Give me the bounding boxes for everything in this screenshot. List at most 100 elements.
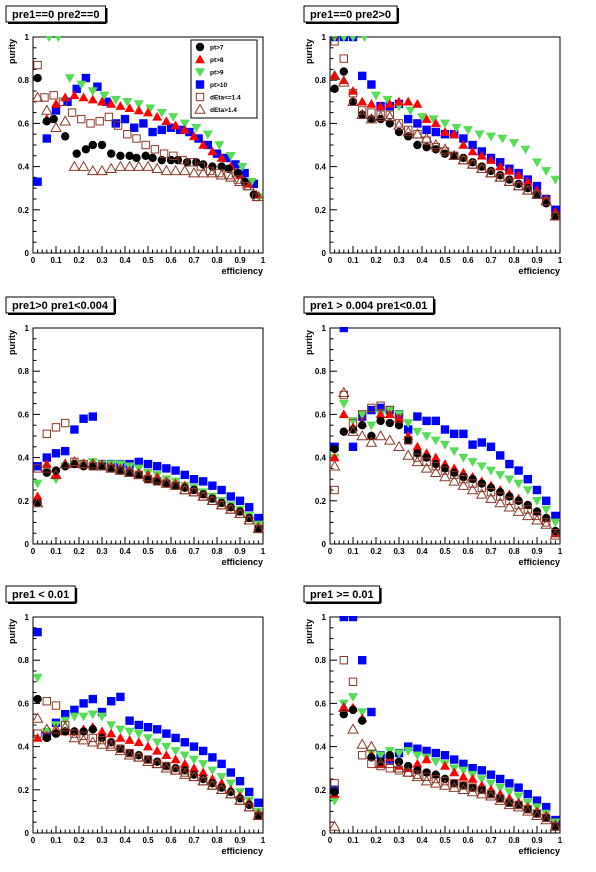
data-point (440, 776, 450, 786)
x-tick-label: 0.9 (531, 256, 543, 265)
panel-title: pre1 > 0.004 pre1<0.01 (310, 300, 427, 312)
data-point (171, 466, 180, 475)
data-point (458, 771, 469, 781)
x-tick-label: 1 (558, 256, 563, 265)
data-point (367, 431, 376, 441)
data-point (179, 124, 190, 134)
data-point (143, 755, 153, 764)
data-point (133, 729, 144, 739)
data-point (329, 70, 340, 80)
data-point (451, 123, 462, 133)
data-point (348, 442, 358, 451)
data-point (542, 496, 551, 505)
data-point (486, 132, 496, 142)
y-tick-label: 0.2 (18, 206, 30, 215)
data-point (106, 98, 117, 108)
data-point (159, 149, 169, 158)
data-point (240, 168, 249, 178)
data-point (450, 429, 459, 439)
data-point (393, 762, 405, 773)
panel-title-box: pre1==0 pre2==0 (5, 5, 108, 24)
data-point (394, 413, 404, 423)
data-point (505, 492, 514, 501)
data-point (413, 449, 422, 458)
x-tick-label: 0.5 (439, 547, 451, 556)
y-tick-label: 0.2 (18, 786, 30, 795)
data-point (208, 494, 217, 503)
data-point (366, 98, 377, 108)
data-point (430, 118, 441, 128)
data-point (358, 106, 367, 115)
x-tick-label: 0.1 (50, 256, 62, 265)
series-pt-7 (330, 416, 560, 536)
x-tick-label: 0.7 (188, 547, 200, 556)
x-tick-label: 0.8 (211, 547, 223, 556)
data-point (96, 460, 108, 471)
data-point (176, 125, 185, 135)
data-point (551, 511, 560, 521)
data-point (189, 763, 199, 772)
data-point (422, 142, 431, 152)
data-point (458, 140, 469, 149)
data-point (123, 466, 136, 477)
data-point (169, 764, 182, 775)
data-point (180, 483, 189, 493)
data-point (413, 766, 422, 775)
data-point (404, 132, 413, 141)
data-point (32, 479, 43, 489)
chart-panel-2: pre1==0 pre2>0 0 0.1 0.2 0.3 0.4 0.5 0.6 0.7 0.8 0… (303, 5, 563, 276)
panel-title: pre1==0 pre2>0 (310, 9, 391, 21)
data-point (496, 794, 505, 803)
data-point (431, 416, 440, 426)
data-point (339, 616, 348, 622)
data-point (114, 160, 127, 171)
data-point (383, 110, 396, 122)
y-tick-label: 1 (25, 324, 30, 333)
data-point (486, 166, 496, 176)
data-point (330, 485, 339, 495)
data-point (185, 127, 194, 137)
data-point (385, 119, 394, 128)
data-point (347, 95, 359, 107)
data-point (413, 119, 422, 128)
data-point (178, 768, 191, 779)
data-point (188, 486, 200, 497)
data-point (450, 470, 459, 480)
data-point (81, 145, 91, 154)
data-point (142, 160, 154, 171)
data-point (207, 146, 218, 156)
data-point (440, 761, 450, 770)
data-point (102, 97, 111, 106)
data-point (504, 475, 515, 485)
data-point (51, 98, 61, 108)
y-tick-label: 1 (25, 613, 30, 622)
data-point (132, 160, 145, 171)
data-point (422, 746, 431, 756)
data-point (180, 738, 189, 747)
x-tick-label: 0.3 (96, 836, 108, 845)
data-point (486, 442, 496, 451)
data-point (88, 733, 97, 743)
x-tick-label: 0.6 (165, 836, 177, 845)
data-point (431, 770, 440, 779)
data-point (376, 757, 385, 766)
data-point (383, 757, 396, 769)
data-point (42, 697, 51, 706)
y-tick-label: 1 (322, 613, 327, 622)
data-point (338, 409, 349, 419)
data-point (96, 738, 108, 749)
data-point (503, 175, 516, 186)
y-tick-label: 0.4 (315, 163, 327, 172)
data-point (421, 754, 432, 764)
data-point (486, 789, 496, 799)
data-point (40, 104, 53, 115)
data-point (337, 701, 350, 712)
data-point (532, 485, 542, 495)
x-tick-label: 1 (261, 547, 266, 556)
x-tick-label: 0.3 (96, 256, 108, 265)
data-point (143, 722, 153, 732)
data-point (79, 727, 88, 736)
data-point (50, 723, 62, 734)
y-tick-label: 0.8 (315, 367, 327, 376)
data-point (97, 726, 107, 736)
